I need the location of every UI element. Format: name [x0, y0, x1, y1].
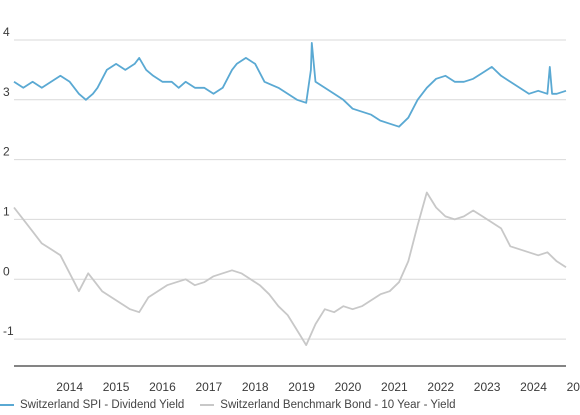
grid-lines — [14, 39, 566, 340]
x-tick-label: 2015 — [103, 380, 130, 394]
series-line-bond-10y-yield — [13, 191, 567, 346]
series-lines — [13, 42, 567, 346]
x-tick-label: 2014 — [56, 380, 83, 394]
x-tick-label: 2024 — [520, 380, 547, 394]
legend-label-spi: Switzerland SPI - Dividend Yield — [20, 399, 185, 411]
legend: Switzerland SPI - Dividend Yield Switzer… — [0, 396, 580, 414]
series-line-spi-dividend-yield — [13, 42, 567, 128]
legend-item-spi: Switzerland SPI - Dividend Yield — [0, 399, 184, 411]
legend-label-bond: Switzerland Benchmark Bond - 10 Year - Y… — [220, 399, 456, 411]
x-tick-label: 2022 — [427, 380, 454, 394]
legend-swatch-spi — [0, 404, 14, 406]
y-tick-label: 1 — [3, 204, 10, 218]
y-tick-label: 2 — [3, 145, 10, 159]
x-tick-label: 2025 — [567, 380, 580, 394]
legend-item-bond: Switzerland Benchmark Bond - 10 Year - Y… — [200, 399, 456, 411]
x-tick-label: 2016 — [149, 380, 176, 394]
y-tick-labels: -1 0 1 2 3 4 — [3, 25, 14, 338]
y-tick-label: -1 — [3, 324, 14, 338]
x-tick-label: 2018 — [242, 380, 269, 394]
x-tick-labels: 2014 2015 2016 2017 2018 2019 2020 2021 2022 2023… — [56, 380, 580, 394]
x-tick-label: 2023 — [474, 380, 501, 394]
y-tick-label: 0 — [3, 264, 10, 278]
y-tick-label: 3 — [3, 85, 10, 99]
x-tick-label: 2020 — [335, 380, 362, 394]
legend-swatch-bond — [200, 404, 215, 406]
line-chart: -1 0 1 2 3 4 2014 2015 2016 2017 2018 2019 2020 2021… — [3, 25, 580, 394]
y-tick-label: 4 — [3, 25, 10, 39]
x-tick-label: 2017 — [195, 380, 222, 394]
x-tick-label: 2019 — [288, 380, 315, 394]
x-tick-label: 2021 — [381, 380, 408, 394]
